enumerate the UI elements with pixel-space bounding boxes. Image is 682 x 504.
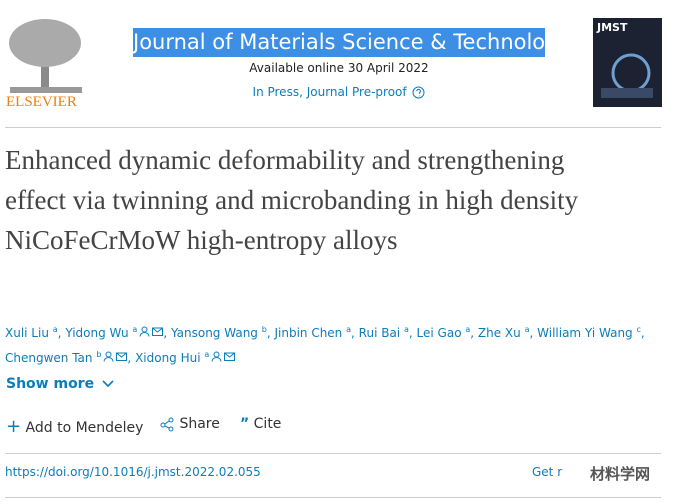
author[interactable]: Xuli Liu a [5,325,58,340]
author[interactable]: Zhe Xu a [477,325,530,340]
person-icon-glyph[interactable] [103,351,114,362]
share-icon[interactable] [160,417,175,432]
article-title: Enhanced dynamic deformability and stren… [5,145,579,255]
plus-icon[interactable]: + [6,416,22,437]
journal-title[interactable]: Journal of Materials Science & Technolog… [133,28,571,57]
author[interactable]: Yansong Wang b [170,325,267,340]
show-more-text[interactable]: Show more [6,376,95,392]
person-icon[interactable] [103,348,114,369]
author[interactable]: William Yi Wang c [537,325,641,340]
tree-ground [10,87,82,93]
mail-icon-glyph[interactable] [224,351,236,362]
mail-icon[interactable] [224,348,236,369]
action-text[interactable]: Add to Mendeley [25,420,144,436]
cover-art [601,88,653,98]
person-icon-glyph[interactable] [211,351,222,362]
publisher-logo: ELSEVIER [6,19,82,110]
author[interactable]: Yidong Wu a [65,325,164,340]
author-name[interactable]: Zhe Xu [477,326,521,340]
watermark: 材料学网 [590,465,651,483]
author-name[interactable]: Yansong Wang [170,326,258,340]
affiliation[interactable]: a [346,325,352,334]
quote-icon[interactable]: ” [240,416,250,432]
doi-link[interactable]: https://doi.org/10.1016/j.jmst.2022.02.0… [5,465,261,479]
publisher-name: ELSEVIER [6,94,77,110]
divider [5,127,661,128]
tree-crown [9,19,81,67]
affiliation[interactable]: b [261,325,267,334]
author[interactable]: Jinbin Chen a [274,325,352,340]
author-name[interactable]: Chengwen Tan [5,351,93,365]
author-name[interactable]: Rui Bai [358,326,401,340]
affiliation[interactable]: b [96,350,102,359]
author-list: Xuli Liu a, Yidong Wu a, Yansong Wang b,… [5,319,655,369]
author-name[interactable]: Xidong Hui [135,351,201,365]
share-button[interactable]: Share [158,416,220,432]
affiliation[interactable]: a [52,325,58,334]
person-icon[interactable] [211,348,222,369]
author-name[interactable]: William Yi Wang [537,326,633,340]
affiliation[interactable]: a [132,325,138,334]
cite-button[interactable]: ” Cite [240,416,281,432]
available-date: Available online 30 April 2022 [249,61,429,75]
cover-title: JMST [596,21,628,34]
divider [5,453,661,454]
show-more[interactable]: Show more [6,376,115,392]
author[interactable]: Xidong Hui a [135,350,236,365]
author-name[interactable]: Jinbin Chen [274,326,343,340]
help-icon[interactable] [412,86,425,99]
action-text[interactable]: Share [179,416,220,432]
affiliation[interactable]: a [204,350,210,359]
divider [5,497,661,498]
author[interactable]: Rui Bai a [358,325,409,340]
tree-trunk [41,55,49,91]
mail-icon-glyph[interactable] [152,326,164,337]
action-text[interactable]: Cite [253,416,282,432]
author-name[interactable]: Yidong Wu [65,326,129,340]
mail-icon[interactable] [152,323,164,344]
mendeley-button[interactable]: + Add to Mendeley [6,416,143,437]
person-icon[interactable] [139,323,150,344]
author[interactable]: Lei Gao a [416,325,471,340]
status-text[interactable]: In Press, Journal Pre-proof [252,85,407,99]
status[interactable]: In Press, Journal Pre-proof [180,85,498,99]
mail-icon[interactable] [116,348,128,369]
author-name[interactable]: Xuli Liu [5,326,49,340]
affiliation[interactable]: a [465,325,471,334]
person-icon-glyph[interactable] [139,326,150,337]
affiliation[interactable]: a [524,325,530,334]
author-name[interactable]: Lei Gao [416,326,462,340]
mail-icon-glyph[interactable] [116,351,128,362]
chevron[interactable] [101,379,115,389]
affiliation[interactable]: c [636,325,641,334]
affiliation[interactable]: a [403,325,409,334]
author[interactable]: Chengwen Tan b [5,350,128,365]
journal-cover[interactable]: JMST [593,18,662,107]
rights-link[interactable]: Get r [532,465,563,479]
